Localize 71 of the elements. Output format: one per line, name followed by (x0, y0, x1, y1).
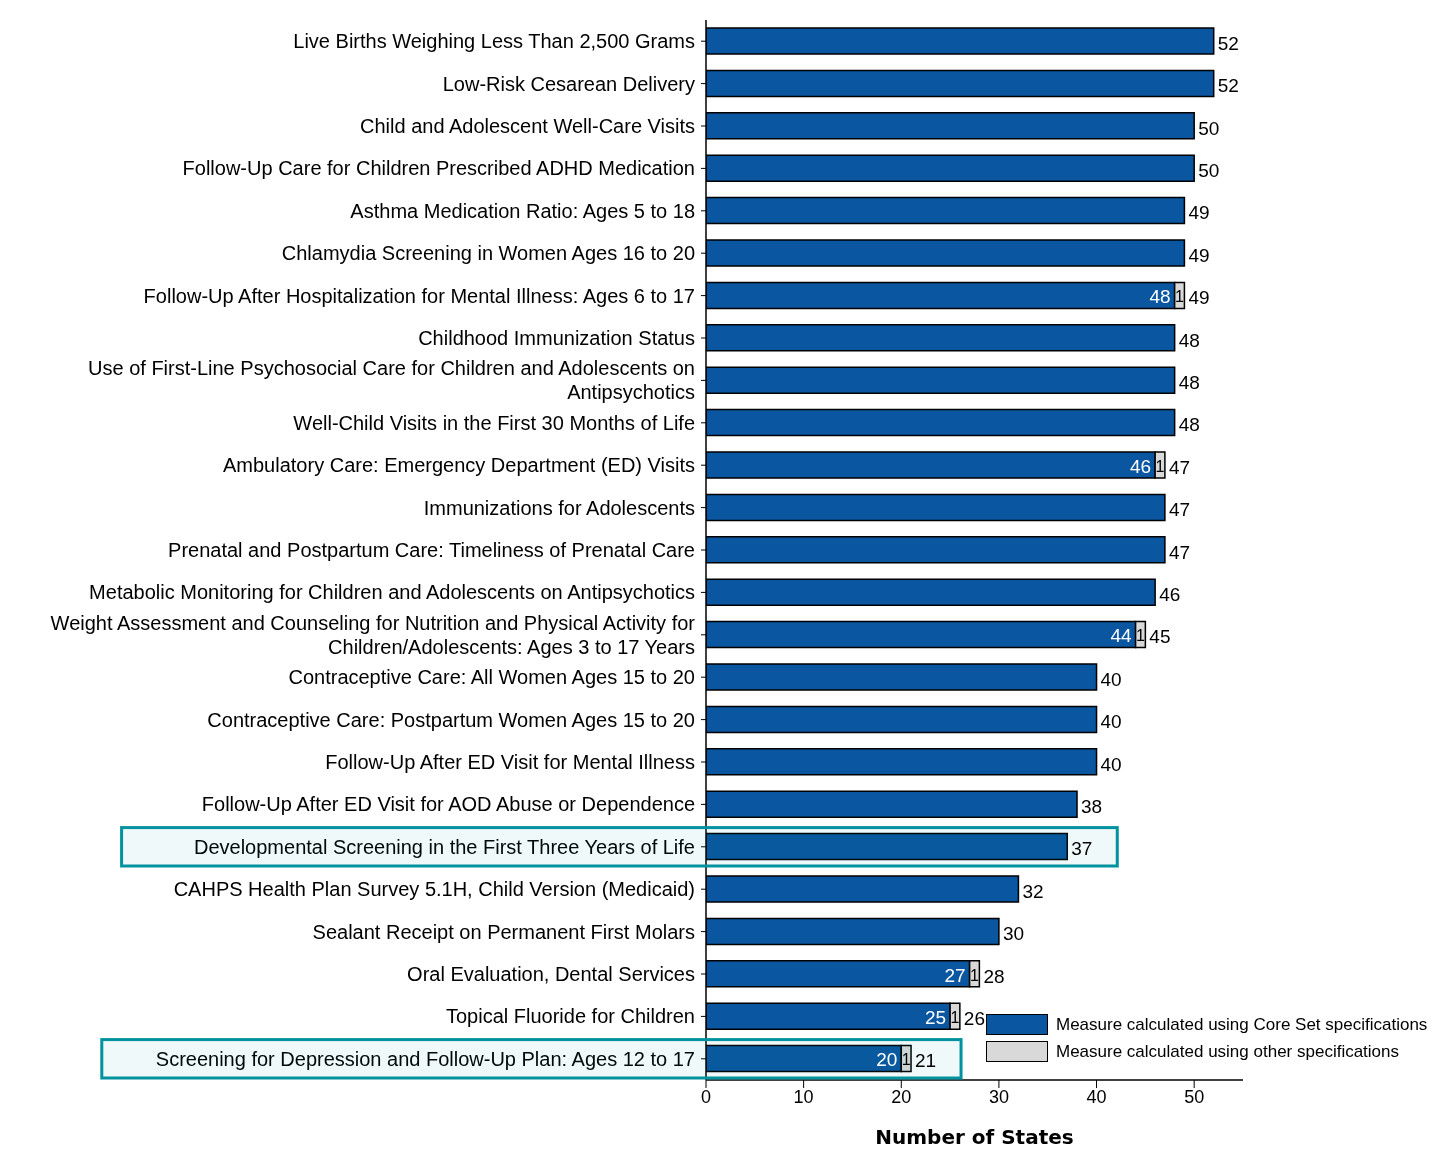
total-label: 49 (1188, 202, 1210, 224)
data-label: 20 (876, 1049, 898, 1071)
total-label: 46 (1159, 583, 1181, 605)
y-tick-label: Immunizations for Adolescents (423, 496, 695, 519)
x-tick-label: 20 (891, 1086, 912, 1107)
total-label: 50 (1198, 117, 1220, 139)
y-tick-label: Screening for Depression and Follow-Up Plan: Ages 12 to 17 (155, 1047, 695, 1070)
total-label: 37 (1071, 838, 1093, 860)
y-tick-label: Ambulatory Care: Emergency Department (ED) Visits (222, 454, 695, 477)
y-tick-label: Contraceptive Care: Postpartum Women Ages 15 to 20 (207, 708, 695, 731)
y-tick-label: Follow-Up Care for Children Prescribed ADHD Medication (182, 157, 695, 180)
data-label: 1 (901, 1051, 911, 1069)
data-label: 1 (970, 966, 980, 984)
x-tick-label: 0 (700, 1086, 712, 1107)
total-label: 40 (1100, 753, 1122, 775)
y-tick-label: Oral Evaluation, Dental Services (407, 963, 695, 985)
total-label: 45 (1149, 626, 1171, 648)
y-tick-label: Weight Assessment and Counseling for Nutrition and Physical Activity for Children/Adolescents: Ages 3 to 17 Years (50, 611, 696, 658)
y-tick-label: Follow-Up After ED Visit for Mental Illness (325, 751, 695, 773)
y-tick-label: Metabolic Monitoring for Children and Adolescents on Antipsychotics (89, 581, 695, 604)
total-label: 47 (1168, 541, 1191, 563)
data-label: 1 (1136, 627, 1146, 645)
x-tick-label: 30 (988, 1086, 1009, 1107)
y-tick-label: Childhood Immunization Status (418, 327, 695, 349)
total-label: 48 (1178, 414, 1200, 436)
total-label: 30 (1002, 923, 1025, 945)
total-label: 47 (1168, 456, 1191, 478)
y-tick-label: CAHPS Health Plan Survey 5.1H, Child Version (Medicaid) (173, 878, 695, 901)
y-tick-label: Live Births Weighing Less Than 2,500 Grams (293, 30, 695, 53)
legend-label: Measure calculated using other specifications (1056, 1041, 1400, 1062)
y-tick-label: Prenatal and Postpartum Care: Timeliness of Prenatal Care (168, 539, 695, 561)
data-label: 1 (950, 1008, 960, 1026)
y-tick-label: Child and Adolescent Well-Care Visits (360, 115, 695, 137)
y-tick-label: Well-Child Visits in the First 30 Months of Life (293, 411, 695, 434)
y-tick-label: Follow-Up After ED Visit for AOD Abuse or Dependence (201, 793, 695, 816)
y-tick-label: Topical Fluoride for Children (445, 1005, 695, 1028)
y-tick-label: Contraceptive Care: All Women Ages 15 to 20 (288, 666, 695, 689)
total-label: 52 (1217, 75, 1239, 97)
total-label: 21 (915, 1050, 937, 1072)
y-tick-label: Low-Risk Cesarean Delivery (442, 72, 695, 95)
legend-label: Measure calculated using Core Set specifications (1056, 1014, 1428, 1035)
y-tick-label: Sealant Receipt on Permanent First Molars (312, 920, 695, 943)
x-tick-label: 50 (1184, 1086, 1205, 1107)
x-tick-label: 40 (1086, 1086, 1107, 1107)
total-label: 38 (1081, 795, 1103, 817)
y-tick-label: Chlamydia Screening in Women Ages 16 to 20 (281, 242, 695, 265)
data-label: 48 (1149, 286, 1171, 308)
total-label: 26 (963, 1007, 985, 1029)
data-label: 1 (1155, 457, 1165, 475)
data-label: 27 (944, 964, 966, 986)
y-tick-label: Asthma Medication Ratio: Ages 5 to 18 (350, 199, 695, 222)
x-axis-title: Number of States (875, 1125, 1074, 1149)
y-tick-label: Follow-Up After Hospitalization for Mental Illness: Ages 6 to 17 (143, 284, 695, 307)
total-label: 48 (1178, 371, 1200, 393)
data-label: 44 (1110, 625, 1133, 647)
y-tick-label: Developmental Screening in the First Three Years of Life (193, 835, 695, 858)
total-label: 32 (1022, 880, 1044, 902)
data-label: 46 (1129, 455, 1152, 477)
total-label: 40 (1100, 711, 1122, 733)
total-label: 49 (1188, 244, 1210, 266)
total-label: 52 (1217, 32, 1239, 54)
total-label: 48 (1178, 329, 1200, 351)
total-label: 28 (983, 965, 1005, 987)
total-label: 50 (1198, 159, 1220, 181)
data-label: 1 (1175, 288, 1185, 306)
y-tick-label: Use of First-Line Psychosocial Care for Children and Adolescents on Antipsychotics (88, 357, 695, 404)
data-label: 25 (924, 1006, 947, 1028)
total-label: 49 (1188, 287, 1210, 309)
x-tick-label: 10 (793, 1086, 814, 1107)
total-label: 40 (1100, 668, 1122, 690)
total-label: 47 (1168, 499, 1191, 521)
